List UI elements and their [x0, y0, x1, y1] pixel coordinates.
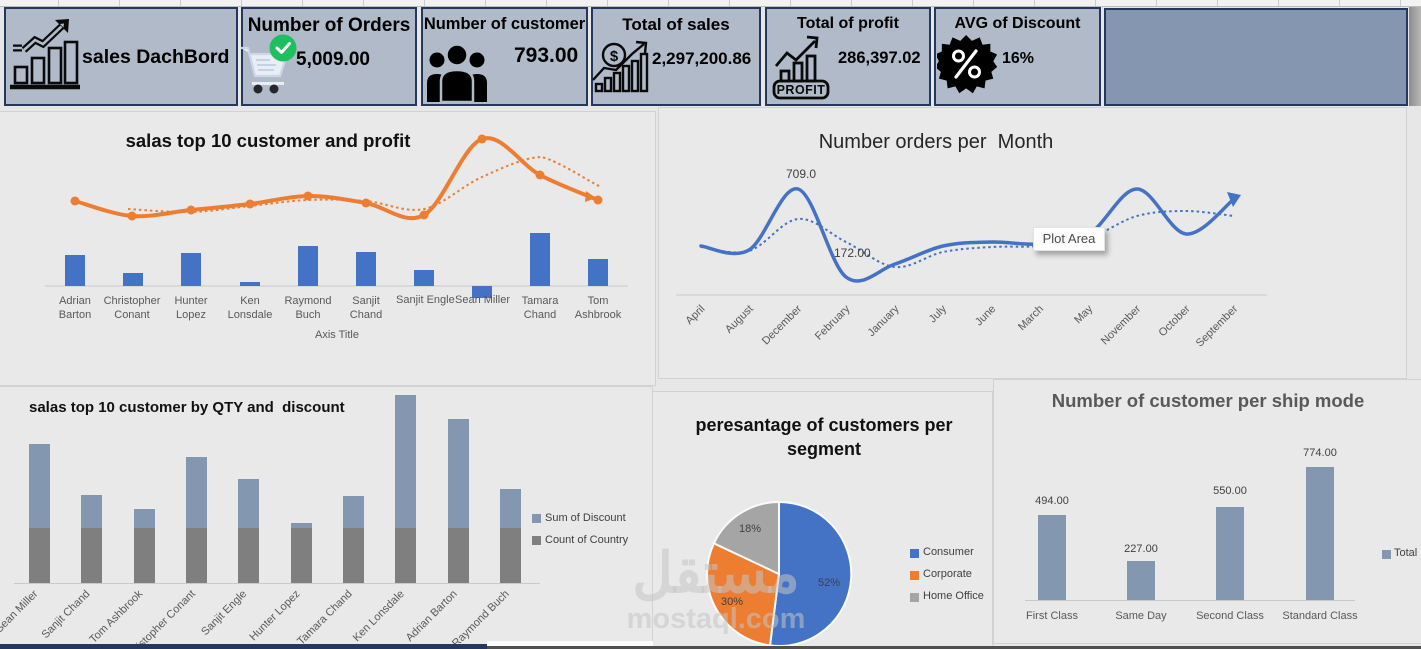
svg-text:PROFIT: PROFIT [777, 83, 826, 97]
svg-text:$: $ [610, 48, 619, 65]
